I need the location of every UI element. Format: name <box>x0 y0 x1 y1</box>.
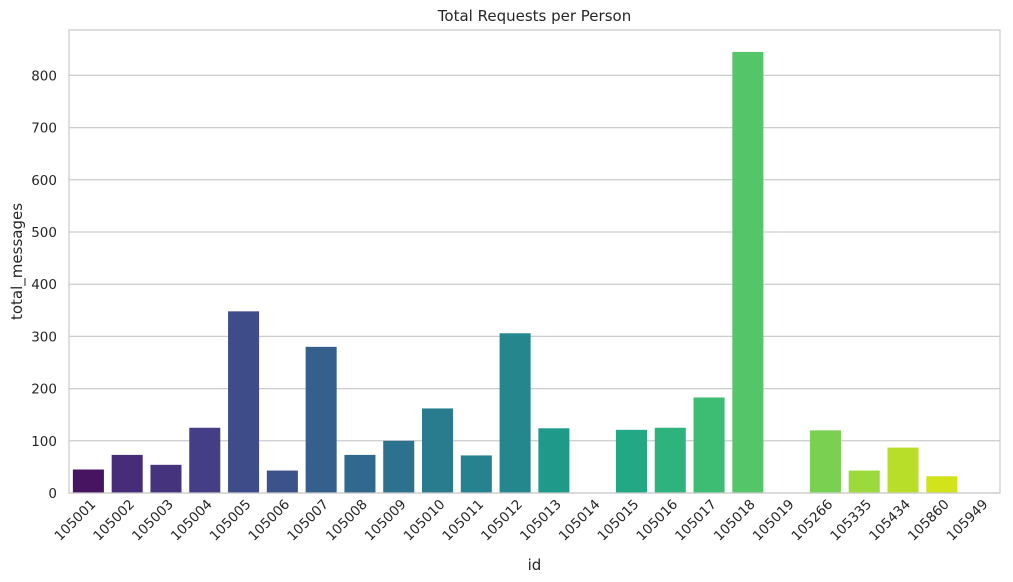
y-axis-title: total_messages <box>8 203 27 320</box>
bar <box>848 470 880 493</box>
x-tick-label: 105266 <box>789 497 837 545</box>
bar <box>499 333 531 493</box>
x-tick-label: 105011 <box>439 497 487 545</box>
x-tick-label: 105010 <box>401 497 449 545</box>
x-tick-label: 105335 <box>827 497 875 545</box>
gridlines <box>69 74 1000 494</box>
y-tick-label: 400 <box>31 277 57 293</box>
x-tick-label: 105014 <box>556 497 604 545</box>
y-tick-label: 500 <box>31 225 57 241</box>
plot-frame <box>68 29 1001 494</box>
x-tick-label: 105016 <box>633 497 681 545</box>
bar <box>383 440 415 493</box>
y-tick-label: 0 <box>48 486 57 502</box>
y-tick-label: 600 <box>31 173 57 189</box>
bar <box>538 428 570 493</box>
bar <box>654 427 686 493</box>
bars <box>72 51 958 493</box>
bar <box>422 408 454 493</box>
y-tick-label: 200 <box>31 382 57 398</box>
bar <box>305 346 337 493</box>
x-axis-title: id <box>528 556 542 574</box>
x-tick-label: 105015 <box>595 497 643 545</box>
bar <box>887 447 919 493</box>
x-tick-label: 105017 <box>672 497 720 545</box>
x-tick-label: 105002 <box>90 497 138 545</box>
x-tick-label: 105005 <box>207 497 255 545</box>
bar <box>460 455 492 493</box>
x-tick-label: 105001 <box>51 497 99 545</box>
x-tick-label: 105019 <box>750 497 798 545</box>
bar <box>266 470 298 493</box>
x-tick-label: 105018 <box>711 497 759 545</box>
x-tick-label: 105008 <box>323 497 371 545</box>
bar <box>228 311 260 493</box>
y-tick-label: 300 <box>31 329 57 345</box>
x-tick-label: 105006 <box>245 497 293 545</box>
bar <box>111 454 143 493</box>
y-tick-label: 700 <box>31 121 57 137</box>
bar <box>809 430 841 493</box>
bar <box>189 427 221 493</box>
bar <box>72 469 104 493</box>
x-tick-label: 105949 <box>944 497 992 545</box>
x-tick-label: 105012 <box>478 497 526 545</box>
x-tick-labels: 1050011050021050031050041050051050061050… <box>51 497 991 545</box>
x-tick-label: 105007 <box>284 497 332 545</box>
bar <box>615 429 647 493</box>
bar <box>732 51 764 493</box>
bar <box>150 464 182 493</box>
x-tick-label: 105434 <box>866 497 914 545</box>
y-tick-label: 800 <box>31 68 57 84</box>
chart-title: Total Requests per Person <box>437 7 631 25</box>
bar <box>344 454 376 493</box>
x-tick-label: 105004 <box>168 497 216 545</box>
y-tick-label: 100 <box>31 434 57 450</box>
x-tick-label: 105003 <box>129 497 177 545</box>
bar <box>693 397 725 493</box>
x-tick-label: 105860 <box>905 497 953 545</box>
bar <box>926 476 958 493</box>
x-tick-label: 105009 <box>362 497 410 545</box>
x-tick-label: 105013 <box>517 497 565 545</box>
y-tick-labels: 0 100 200 300 400 500 600 700 800 <box>31 68 57 502</box>
